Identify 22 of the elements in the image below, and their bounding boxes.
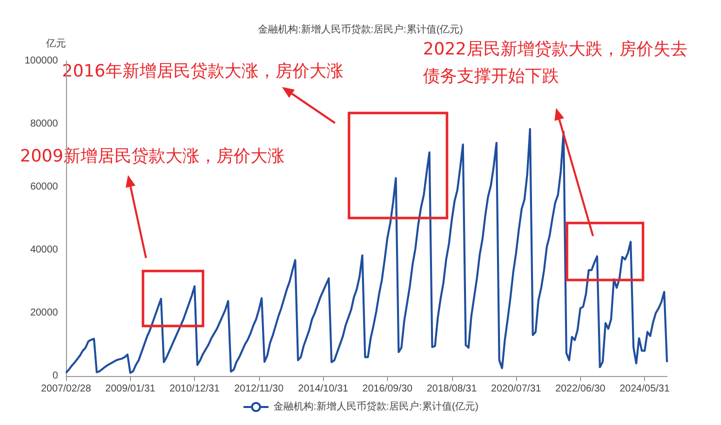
y-tick-label: 20000 (30, 308, 58, 318)
x-tick-label: 2012/11/30 (234, 384, 284, 394)
y-tick-label: 60000 (30, 182, 58, 192)
y-tick-label: 80000 (30, 118, 58, 130)
x-tick-label: 2018/08/31 (426, 384, 478, 394)
y-tick-label: 40000 (30, 244, 58, 256)
x-tick-label: 2024/05/31 (620, 384, 670, 394)
y-tick-label: 0 (52, 370, 58, 382)
x-tick-label: 2014/10/31 (298, 384, 349, 394)
chart-title: 金融机构:新增人民币贷款:居民户:累计值(亿元) (258, 24, 463, 36)
y-tick-label: 100000 (24, 56, 58, 66)
annotation: 2022居民新增贷款大跌，房价失去债务支撑开始下跌 (423, 40, 688, 86)
x-tick-label: 2007/02/28 (40, 384, 92, 394)
x-tick-label: 2022/06/30 (555, 384, 606, 394)
x-tick-label: 2016/09/30 (362, 384, 413, 394)
y-axis-title: 亿元 (45, 38, 66, 50)
annotation: 2016年新增居民贷款大涨，房价大涨 (62, 62, 344, 82)
x-tick-label: 2009/01/31 (105, 384, 156, 394)
x-tick-label: 2010/12/31 (170, 384, 220, 394)
line-series (65, 128, 668, 374)
legend-label: 金融机构:新增人民币贷款:居民户:累计值(亿元) (274, 400, 478, 412)
x-tick-label: 2020/07/31 (491, 384, 542, 394)
